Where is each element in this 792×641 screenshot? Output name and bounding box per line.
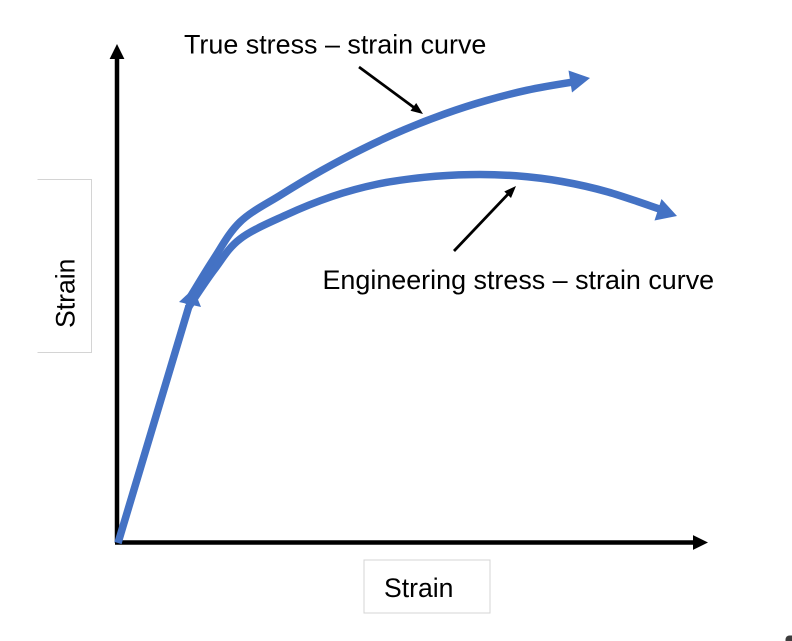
svg-text:True stress – strain curve: True stress – strain curve: [184, 30, 486, 60]
svg-text:Strain: Strain: [384, 573, 453, 603]
svg-text:Strain: Strain: [51, 259, 81, 328]
svg-text:Engineering stress – strain cu: Engineering stress – strain curve: [323, 265, 715, 295]
